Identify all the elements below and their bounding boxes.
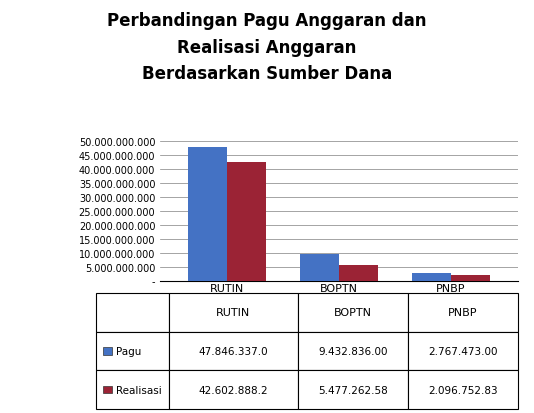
Text: 2.096.752.83: 2.096.752.83 bbox=[428, 385, 498, 394]
Text: 2.767.473.00: 2.767.473.00 bbox=[428, 346, 498, 356]
Bar bbox=[188, 148, 227, 281]
Text: 9.432.836.00: 9.432.836.00 bbox=[318, 346, 388, 356]
Text: 47.846.337.0: 47.846.337.0 bbox=[199, 346, 268, 356]
Bar bbox=[412, 273, 451, 281]
Text: BOPTN: BOPTN bbox=[334, 308, 372, 318]
Bar bbox=[339, 266, 378, 281]
Text: 5.477.262.58: 5.477.262.58 bbox=[318, 385, 388, 394]
Text: Perbandingan Pagu Anggaran dan
Realisasi Anggaran
Berdasarkan Sumber Dana: Perbandingan Pagu Anggaran dan Realisasi… bbox=[107, 12, 427, 83]
Text: Realisasi: Realisasi bbox=[116, 385, 162, 394]
Text: RUTIN: RUTIN bbox=[216, 308, 250, 318]
Text: 42.602.888.2: 42.602.888.2 bbox=[199, 385, 268, 394]
Bar bbox=[227, 162, 266, 281]
Bar bbox=[451, 275, 490, 281]
Text: PNBP: PNBP bbox=[448, 308, 477, 318]
Text: Pagu: Pagu bbox=[116, 346, 142, 356]
Bar bbox=[300, 255, 339, 281]
